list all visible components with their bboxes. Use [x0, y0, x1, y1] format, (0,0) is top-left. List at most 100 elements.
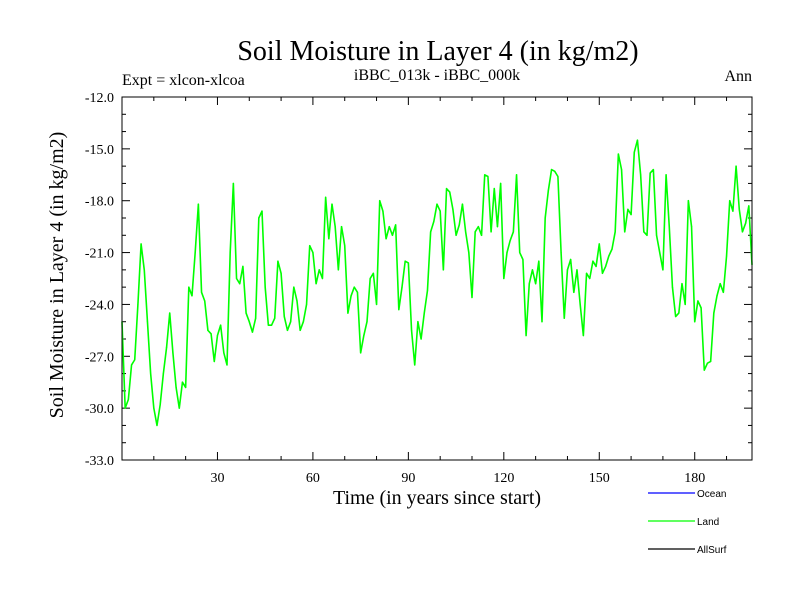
data-point — [566, 269, 569, 271]
data-point — [401, 286, 403, 288]
data-point — [589, 277, 591, 280]
data-point — [570, 258, 572, 261]
y-axis-label: Soil Moisture in Layer 4 (in kg/m2) — [46, 132, 68, 419]
data-point — [471, 296, 473, 299]
data-point — [360, 352, 362, 354]
data-point — [325, 196, 327, 198]
data-point — [363, 334, 365, 337]
y-tick-label: -18.0 — [85, 195, 114, 210]
data-point — [675, 315, 677, 318]
data-point — [172, 352, 174, 354]
data-point — [598, 243, 600, 245]
data-point — [127, 398, 129, 401]
data-point — [503, 277, 505, 280]
data-point — [519, 251, 521, 254]
data-point — [169, 312, 171, 314]
data-point — [522, 258, 524, 261]
data-point — [439, 210, 441, 212]
data-point — [592, 260, 594, 262]
data-point — [703, 369, 705, 371]
data-point — [134, 359, 136, 361]
data-point — [261, 210, 263, 212]
data-point — [347, 312, 349, 314]
y-tick-label: -33.0 — [85, 454, 114, 469]
data-point — [535, 283, 537, 285]
data-point — [452, 208, 454, 210]
data-point — [137, 303, 139, 306]
subtitle-runs: iBBC_013k - iBBC_000k — [354, 67, 520, 84]
data-point — [496, 226, 499, 228]
data-point — [735, 165, 737, 167]
data-point — [280, 272, 282, 274]
data-point — [722, 291, 724, 293]
data-point — [442, 269, 444, 271]
data-point — [315, 283, 317, 285]
data-point — [646, 234, 648, 236]
data-point — [573, 291, 575, 293]
data-point — [687, 200, 689, 202]
x-tick-label: 60 — [306, 471, 320, 486]
data-point — [267, 324, 269, 326]
data-point — [156, 424, 158, 427]
subtitle-period: Ann — [724, 68, 752, 85]
data-point — [493, 188, 495, 190]
data-point — [617, 153, 619, 155]
data-point — [274, 317, 276, 319]
legend-label-land: Land — [697, 517, 719, 528]
data-point — [700, 307, 702, 309]
data-point — [353, 286, 355, 288]
data-point — [388, 226, 390, 228]
data-point — [277, 260, 279, 262]
data-point — [706, 362, 709, 364]
data-point — [630, 213, 632, 216]
data-point — [312, 251, 314, 254]
data-point — [178, 407, 180, 409]
data-point — [417, 321, 419, 323]
data-point — [732, 210, 734, 212]
data-point — [299, 329, 301, 331]
data-point — [531, 269, 534, 271]
data-point — [239, 283, 241, 285]
data-point — [605, 265, 607, 267]
data-point — [372, 272, 374, 274]
y-tick-label: -21.0 — [85, 247, 114, 262]
x-tick-label: 150 — [589, 471, 610, 486]
data-point — [525, 334, 527, 337]
data-point — [242, 265, 244, 267]
y-tick-label: -15.0 — [85, 143, 114, 158]
data-point — [290, 321, 292, 323]
data-point — [690, 226, 693, 228]
data-point — [232, 182, 234, 185]
data-point — [255, 317, 257, 319]
data-point — [487, 175, 489, 178]
data-point — [375, 303, 378, 306]
subtitle-expt: Expt = xlcon-xlcoa — [122, 72, 245, 89]
data-point — [509, 239, 511, 242]
tick-labels: -33.0 -30.0 -27.0 -24.0 -21.0 -18.0 -15.0 -12.0… — [85, 91, 705, 486]
data-point — [528, 283, 530, 285]
data-point — [369, 277, 371, 280]
data-point — [745, 222, 747, 224]
data-point — [465, 231, 467, 233]
data-point — [143, 269, 145, 271]
data-point — [557, 175, 559, 178]
data-point — [624, 231, 626, 233]
y-tick-label: -27.0 — [85, 350, 114, 365]
data-point — [484, 174, 486, 176]
data-point — [223, 352, 225, 354]
data-point — [251, 331, 254, 333]
x-axis-label: Time (in years since start) — [333, 487, 541, 509]
data-point — [601, 272, 604, 274]
data-point — [344, 245, 346, 247]
data-point — [643, 231, 645, 233]
data-point — [611, 248, 613, 250]
data-point — [668, 226, 670, 228]
data-point — [461, 203, 464, 205]
data-point — [337, 269, 339, 271]
data-point — [153, 407, 155, 409]
data-point — [582, 334, 584, 337]
data-point — [200, 291, 203, 293]
data-point — [210, 333, 212, 335]
data-point — [560, 251, 562, 254]
data-point — [356, 291, 359, 293]
